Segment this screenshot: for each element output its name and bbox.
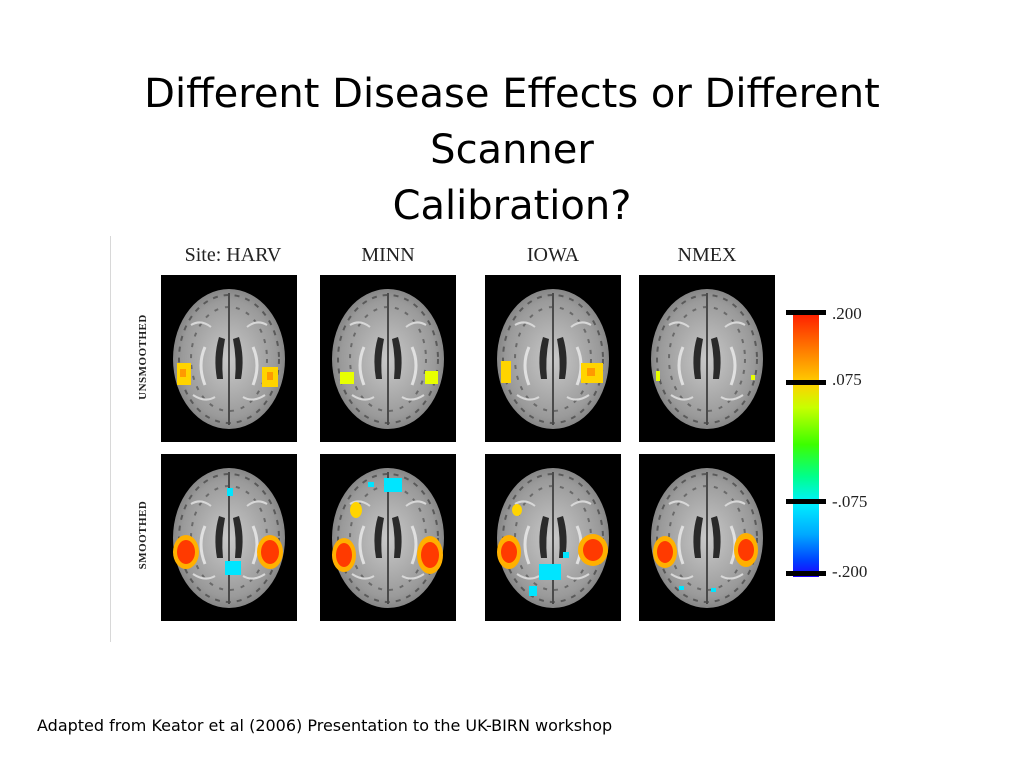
- colorbar: [793, 312, 819, 577]
- brain-panel-minn-smoothed: [320, 454, 456, 621]
- colorbar-label-neg-200: -.200: [832, 562, 868, 581]
- colorbar-tick-075: [786, 380, 826, 385]
- colorbar-tick-200: [786, 310, 826, 315]
- brain-panel-iowa-smoothed: [485, 454, 621, 621]
- slide-title-line-2: Calibration?: [392, 183, 632, 229]
- brain-panel-minn-unsmoothed: [320, 275, 456, 442]
- site-label-nmex: NMEX: [677, 244, 737, 266]
- colorbar-tick-neg-075: [786, 499, 826, 504]
- site-label-iowa: IOWA: [526, 244, 580, 266]
- colorbar-label-200: .200: [832, 304, 862, 323]
- brain-scan-figure: Site: HARV MINN IOWA NMEX UNSMOOTHED SMO…: [110, 236, 890, 642]
- row-label-smoothed: SMOOTHED: [137, 500, 149, 570]
- colorbar-tick-neg-200: [786, 571, 826, 576]
- row-label-unsmoothed: UNSMOOTHED: [137, 314, 149, 400]
- brain-panel-iowa-unsmoothed: [485, 275, 621, 442]
- figure-left-border: [110, 236, 111, 642]
- colorbar-label-075: .075: [832, 370, 862, 389]
- site-label-minn: MINN: [361, 244, 415, 266]
- brain-panel-nmex-smoothed: [639, 454, 775, 621]
- slide-title: Different Disease Effects or Different S…: [60, 66, 964, 234]
- brain-panel-harv-smoothed: [161, 454, 297, 621]
- slide-title-line-1: Different Disease Effects or Different S…: [144, 71, 880, 173]
- brain-panel-harv-unsmoothed: [161, 275, 297, 442]
- brain-panel-nmex-unsmoothed: [639, 275, 775, 442]
- site-label-harv: Site: HARV: [184, 244, 282, 266]
- colorbar-label-neg-075: -.075: [832, 492, 868, 511]
- slide-caption: Adapted from Keator et al (2006) Present…: [37, 716, 613, 735]
